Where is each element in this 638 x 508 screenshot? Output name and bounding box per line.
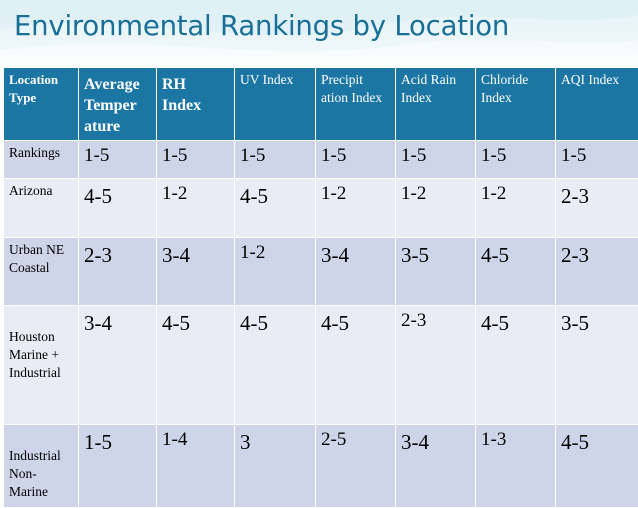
cell-value: 1-5 bbox=[157, 141, 235, 179]
cell-value: 1-5 bbox=[235, 141, 316, 179]
cell-value: 3-5 bbox=[556, 306, 638, 425]
cell-value: 2-3 bbox=[556, 179, 638, 238]
cell-value: 1-5 bbox=[316, 141, 396, 179]
table-header-row: Location Type Average Temper ature RH In… bbox=[4, 68, 638, 141]
cell-value: 4-5 bbox=[235, 179, 316, 238]
row-label: Houston Marine + Industrial bbox=[4, 306, 79, 425]
cell-value: 4-5 bbox=[157, 306, 235, 425]
header-precipitation-index: Precipit ation Index bbox=[316, 68, 396, 141]
cell-value: 4-5 bbox=[79, 179, 157, 238]
cell-value: 1-5 bbox=[79, 141, 157, 179]
row-label: Arizona bbox=[4, 179, 79, 238]
header-average-temperature: Average Temper ature bbox=[79, 68, 157, 141]
row-label: Industrial Non-Marine bbox=[4, 425, 79, 508]
cell-value: 1-4 bbox=[157, 425, 235, 508]
table-row: Arizona 4-5 1-2 4-5 1-2 1-2 1-2 2-3 bbox=[4, 179, 638, 238]
header-rh-index: RH Index bbox=[157, 68, 235, 141]
cell-value: 1-2 bbox=[157, 179, 235, 238]
cell-value: 1-3 bbox=[476, 425, 556, 508]
cell-value: 2-3 bbox=[79, 238, 157, 306]
header-uv-index: UV Index bbox=[235, 68, 316, 141]
cell-value: 3-4 bbox=[157, 238, 235, 306]
cell-value: 1-2 bbox=[396, 179, 476, 238]
cell-value: 2-3 bbox=[556, 238, 638, 306]
row-label: Urban NE Coastal bbox=[4, 238, 79, 306]
cell-value: 1-5 bbox=[79, 425, 157, 508]
cell-value: 2-5 bbox=[316, 425, 396, 508]
header-location-type: Location Type bbox=[4, 68, 79, 141]
table-row: Urban NE Coastal 2-3 3-4 1-2 3-4 3-5 4-5… bbox=[4, 238, 638, 306]
table-row: Houston Marine + Industrial 3-4 4-5 4-5 … bbox=[4, 306, 638, 425]
cell-value: 3 bbox=[235, 425, 316, 508]
table-row: Industrial Non-Marine 1-5 1-4 3 2-5 3-4 … bbox=[4, 425, 638, 508]
cell-value: 4-5 bbox=[316, 306, 396, 425]
header-aqi-index: AQI Index bbox=[556, 68, 638, 141]
header-chloride-index: Chloride Index bbox=[476, 68, 556, 141]
slide-title: Environmental Rankings by Location bbox=[14, 10, 509, 42]
cell-value: 3-4 bbox=[316, 238, 396, 306]
row-label: Rankings bbox=[4, 141, 79, 179]
cell-value: 1-5 bbox=[476, 141, 556, 179]
cell-value: 4-5 bbox=[556, 425, 638, 508]
cell-value: 3-5 bbox=[396, 238, 476, 306]
header-acid-rain-index: Acid Rain Index bbox=[396, 68, 476, 141]
cell-value: 4-5 bbox=[235, 306, 316, 425]
cell-value: 1-2 bbox=[235, 238, 316, 306]
cell-value: 4-5 bbox=[476, 238, 556, 306]
cell-value: 3-4 bbox=[396, 425, 476, 508]
cell-value: 1-2 bbox=[476, 179, 556, 238]
environmental-rankings-table: Location Type Average Temper ature RH In… bbox=[3, 67, 638, 508]
cell-value: 4-5 bbox=[476, 306, 556, 425]
cell-value: 3-4 bbox=[79, 306, 157, 425]
table-row: Rankings 1-5 1-5 1-5 1-5 1-5 1-5 1-5 bbox=[4, 141, 638, 179]
cell-value: 1-5 bbox=[396, 141, 476, 179]
cell-value: 1-5 bbox=[556, 141, 638, 179]
cell-value: 1-2 bbox=[316, 179, 396, 238]
cell-value: 2-3 bbox=[396, 306, 476, 425]
